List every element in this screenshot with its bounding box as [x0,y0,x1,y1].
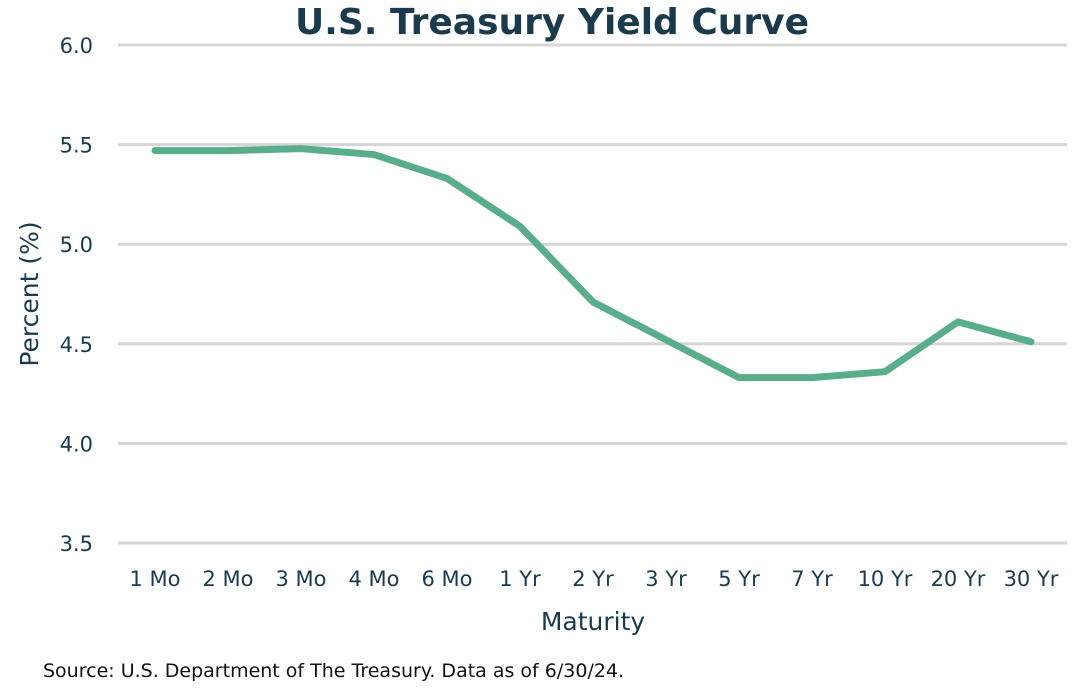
y-axis-ticks: 3.5 4.0 4.5 5.0 5.5 6.0 [60,34,93,556]
x-tick-label: 1 Yr [499,567,541,591]
x-tick-label: 5 Yr [718,567,760,591]
x-tick-label: 6 Mo [421,567,472,591]
x-axis-label: Maturity [541,607,646,636]
x-tick-label: 10 Yr [858,567,913,591]
gridlines [118,43,1067,545]
x-tick-label: 7 Yr [791,567,833,591]
x-axis-ticks: 1 Mo 2 Mo 3 Mo 4 Mo 6 Mo 1 Yr 2 Yr 3 Yr 5 Yr 7 Yr… [129,567,1058,591]
x-tick-label: 30 Yr [1004,567,1059,591]
chart-title: U.S. Treasury Yield Curve [295,2,809,43]
y-tick-label: 4.5 [60,333,93,357]
x-tick-label: 2 Yr [572,567,614,591]
x-tick-label: 3 Mo [275,567,326,591]
y-tick-label: 3.5 [60,532,93,556]
x-tick-label: 20 Yr [931,567,986,591]
source-note: Source: U.S. Department of The Treasury.… [43,660,624,682]
y-axis-label: Percent (%) [15,221,44,366]
series-yield [151,145,1035,382]
x-tick-label: 3 Yr [645,567,687,591]
x-tick-label: 4 Mo [348,567,399,591]
x-tick-label: 2 Mo [202,567,253,591]
y-tick-label: 5.5 [60,134,93,158]
y-tick-label: 6.0 [60,34,93,58]
y-tick-label: 5.0 [60,233,93,257]
y-tick-label: 4.0 [60,432,93,456]
x-tick-label: 1 Mo [129,567,180,591]
